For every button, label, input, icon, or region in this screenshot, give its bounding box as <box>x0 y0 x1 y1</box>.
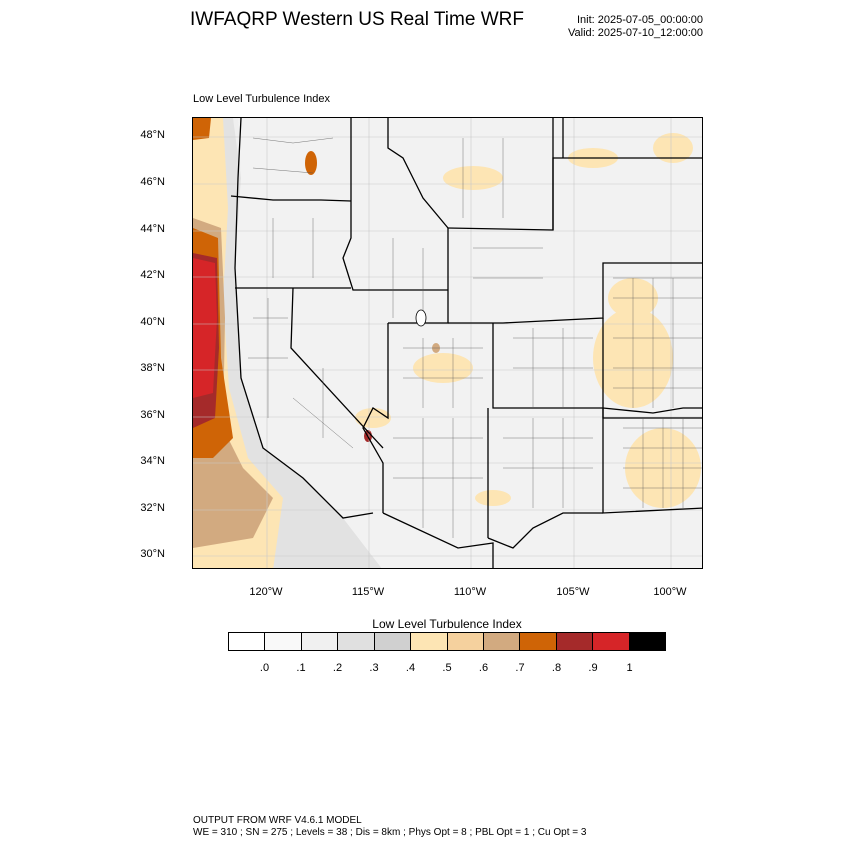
colorbar-tick-label: .2 <box>332 662 343 674</box>
lat-label: 30°N <box>140 548 165 560</box>
colorbar-tick-label: .5 <box>442 662 452 674</box>
chart-title: IWFAQRP Western US Real Time WRF <box>190 9 524 30</box>
colorbar-tick-label: .8 <box>551 662 562 674</box>
colorbar-tick-label: 1 <box>626 662 633 674</box>
lon-label: 115°W <box>351 586 385 598</box>
colorbar-cell <box>520 633 557 650</box>
colorbar-cell <box>265 633 302 650</box>
colorbar-tick-label: .0 <box>259 662 270 674</box>
colorbar-cell <box>483 633 521 650</box>
colorbar-cell <box>629 633 666 650</box>
model-footer: OUTPUT FROM WRF V4.6.1 MODEL WE = 310 ; … <box>193 815 586 839</box>
colorbar-tick-label: .1 <box>296 662 306 674</box>
lat-label: 44°N <box>140 223 165 235</box>
lat-label: 48°N <box>140 129 165 141</box>
colorbar-title: Low Level Turbulence Index <box>372 617 522 631</box>
colorbar-tick-label: .6 <box>478 662 489 674</box>
init-time: Init: 2025-07-05_00:00:00 <box>577 14 703 26</box>
colorbar-cell <box>447 633 484 650</box>
colorbar-cell <box>593 633 630 650</box>
colorbar-cell <box>411 633 448 650</box>
colorbar-cell <box>374 633 412 650</box>
lon-label: 120°W <box>249 586 283 598</box>
map-field <box>193 118 702 568</box>
map-subtitle: Low Level Turbulence Index <box>193 93 330 105</box>
colorbar-tick-label: .9 <box>588 662 598 674</box>
footer-line-1: OUTPUT FROM WRF V4.6.1 MODEL <box>193 815 362 826</box>
lat-label: 40°N <box>140 316 165 328</box>
lat-label: 38°N <box>140 362 165 374</box>
colorbar-tick-label: .3 <box>369 662 379 674</box>
lon-label: 100°W <box>653 586 687 598</box>
lon-label: 110°W <box>453 586 487 598</box>
valid-time: Valid: 2025-07-10_12:00:00 <box>568 27 703 39</box>
footer-line-2: WE = 310 ; SN = 275 ; Levels = 38 ; Dis … <box>193 827 587 838</box>
colorbar-tick-label: .7 <box>515 662 525 674</box>
colorbar-tick-label: .4 <box>405 662 416 674</box>
colorbar-cell <box>338 633 375 650</box>
lat-label: 34°N <box>140 455 165 467</box>
colorbar-cell <box>301 633 339 650</box>
lat-label: 32°N <box>140 502 165 514</box>
map-panel <box>192 117 703 569</box>
colorbar-cell <box>556 633 594 650</box>
colorbar <box>228 632 666 651</box>
lon-label: 105°W <box>556 586 590 598</box>
time-info: Init: 2025-07-05_00:00:00 Valid: 2025-07… <box>520 14 703 40</box>
state-boundaries <box>230 118 702 568</box>
lat-label: 42°N <box>140 269 165 281</box>
lat-label: 46°N <box>140 176 165 188</box>
colorbar-cell <box>229 633 266 650</box>
lat-label: 36°N <box>140 409 165 421</box>
